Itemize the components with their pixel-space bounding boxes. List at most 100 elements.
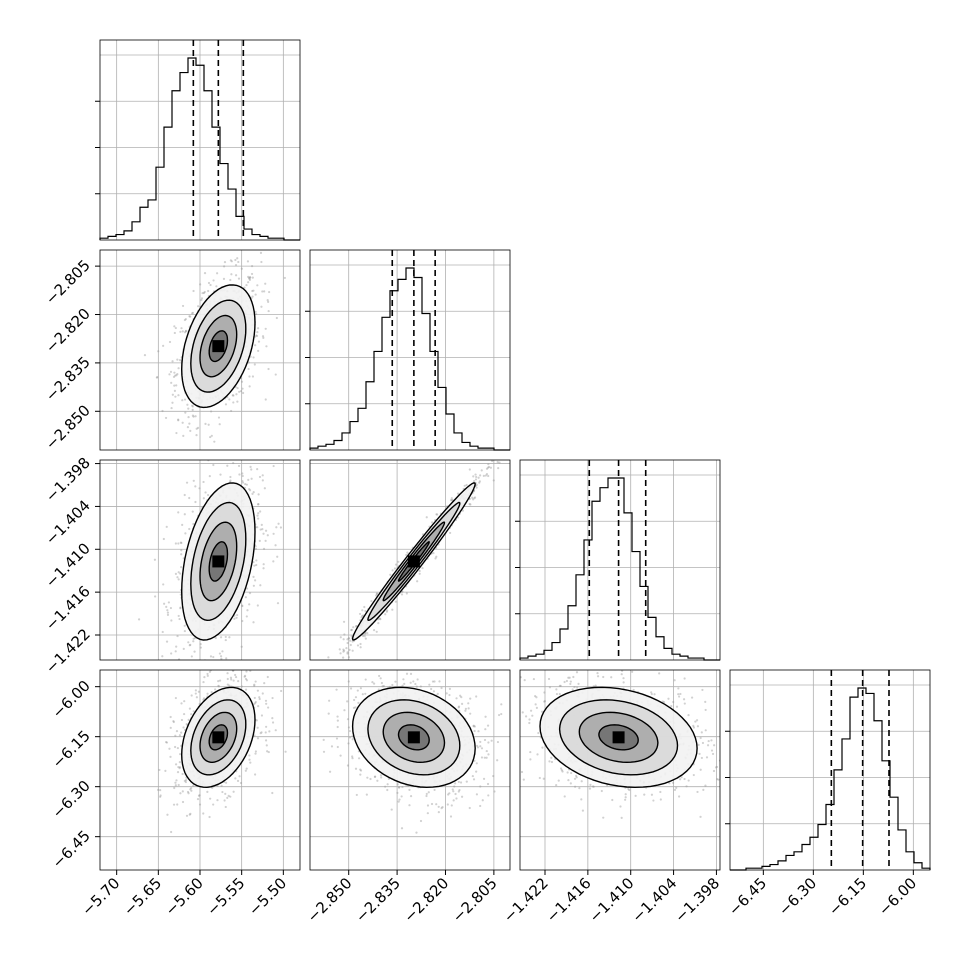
scatter-point [210,691,213,694]
scatter-point [700,731,703,734]
scatter-point [352,706,356,709]
scatter-point [260,305,263,308]
scatter-point [255,563,258,567]
scatter-point [210,667,212,669]
scatter-point [183,629,186,633]
density-peak [212,731,225,744]
scatter-point [677,687,680,690]
scatter-point [194,692,197,695]
scatter-point [204,491,207,494]
scatter-point [351,735,354,738]
scatter-point [180,731,183,734]
scatter-point [516,734,518,736]
scatter-point [346,638,349,641]
scatter-point [670,704,673,708]
scatter-point [248,489,252,492]
scatter-point [256,604,259,607]
scatter-point [274,373,277,376]
scatter-point [457,706,460,709]
scatter-point [345,647,348,650]
scatter-point [228,661,230,663]
scatter-point [267,656,269,658]
scatter-point [213,440,216,443]
scatter-point [706,744,710,747]
scatter-point [188,527,191,531]
scatter-point [353,698,356,702]
scatter-point [274,544,277,547]
scatter-point [169,715,172,719]
scatter-point [232,670,235,672]
scatter-point [472,725,475,728]
scatter-point [252,289,255,292]
scatter-point [187,416,190,419]
scatter-point [206,790,209,794]
scatter-point [251,276,254,279]
scatter-point [262,336,265,339]
scatter-point [372,682,376,685]
scatter-point [497,713,501,717]
scatter-point [212,463,215,467]
histogram-bars [519,477,720,661]
scatter-point [252,584,255,587]
scatter-point [163,602,166,605]
scatter-point [468,468,471,471]
scatter-point [181,800,185,804]
scatter-point [409,672,413,676]
scatter-point [346,652,349,655]
scatter-point [336,719,339,722]
scatter-point [187,718,190,721]
scatter-point [257,349,260,352]
scatter-point [194,689,197,692]
scatter-point [481,799,484,802]
scatter-point [259,251,263,254]
scatter-point [475,486,478,489]
scatter-point [239,662,241,664]
scatter-point [181,772,184,776]
scatter-point [191,404,194,407]
scatter-point [205,663,207,665]
scatter-point [266,675,269,679]
scatter-point [259,528,262,531]
scatter-point [454,782,457,785]
scatter-point [398,786,401,789]
scatter-point [408,804,411,807]
scatter-point [382,684,385,688]
scatter-point [192,289,195,293]
scatter-point [248,758,251,761]
scatter-point [342,649,346,652]
scatter-point [354,625,358,628]
scatter-point [192,522,195,526]
scatter-point [424,662,426,664]
scatter-point [622,681,625,684]
scatter-point [198,794,201,797]
scatter-point [378,617,381,620]
hist-panel-0 [95,39,301,241]
scatter-point [476,746,480,749]
scatter-point [433,680,436,683]
scatter-point [165,640,169,643]
scatter-point [394,666,396,668]
scatter-point [364,678,367,681]
panel-frame [519,459,721,661]
scatter-point [226,796,229,799]
scatter-point [378,656,380,658]
scatter-point [276,555,279,558]
scatter-point [365,793,368,796]
scatter-point [177,571,180,574]
scatter-point [555,688,558,691]
scatter-point [192,640,195,643]
scatter-point [271,791,274,795]
scatter-point [267,367,270,371]
scatter-point [206,692,209,695]
scatter-point [176,771,180,774]
scatter-point [372,629,376,632]
scatter-point [194,670,196,672]
scatter-point [497,467,500,470]
scatter-point [175,729,179,733]
scatter-point [668,782,671,785]
scatter-point [280,689,283,693]
scatter-point [252,456,254,458]
scatter-point [180,702,183,705]
scatter-point [336,715,339,718]
scatter-point [472,724,475,727]
